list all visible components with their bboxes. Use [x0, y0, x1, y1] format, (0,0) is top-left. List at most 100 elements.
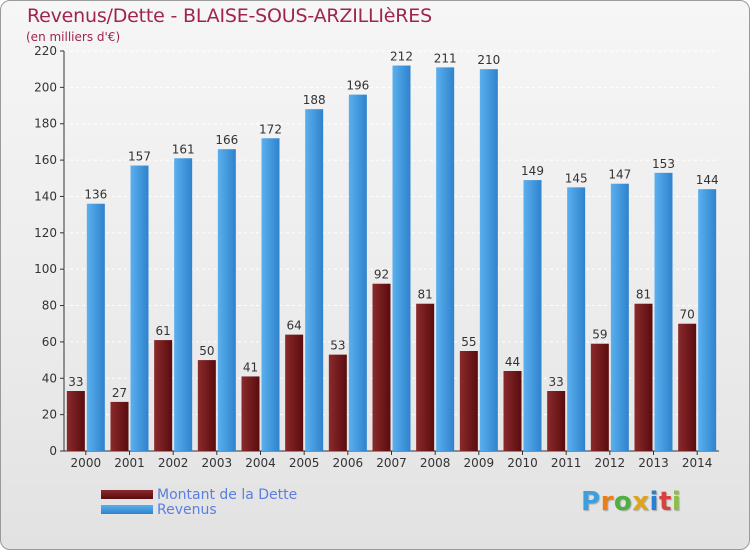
data-label-dette: 55: [461, 335, 476, 349]
bar-revenus: [654, 172, 673, 451]
x-tick-label: 2004: [245, 456, 276, 470]
y-tick-label: 40: [42, 371, 57, 385]
y-tick-label: 160: [34, 153, 57, 167]
data-label-revenus: 172: [259, 122, 282, 136]
chart-subtitle: (en milliers d'€): [26, 30, 121, 44]
bar-revenus: [261, 138, 280, 452]
bar-dette: [285, 334, 304, 451]
x-tick-label: 2005: [289, 456, 320, 470]
data-label-revenus: 153: [652, 157, 675, 171]
x-tick-label: 2000: [71, 456, 102, 470]
logo-letter: i: [671, 487, 682, 517]
bar-dette: [197, 360, 216, 451]
logo-letter: o: [613, 487, 633, 517]
bar-revenus: [523, 180, 542, 451]
bar-revenus: [567, 187, 586, 451]
data-label-revenus: 145: [565, 171, 588, 185]
data-label-revenus: 188: [303, 93, 326, 107]
logo-letter: x: [632, 487, 650, 517]
data-label-dette: 50: [199, 344, 214, 358]
y-tick-label: 140: [34, 189, 57, 203]
bar-dette: [547, 391, 566, 451]
data-label-revenus: 147: [608, 168, 631, 182]
data-label-dette: 59: [592, 328, 607, 342]
data-label-revenus: 136: [84, 188, 107, 202]
bar-dette: [154, 340, 173, 451]
y-tick-label: 100: [34, 262, 57, 276]
proxiti-logo: Proxiti: [581, 487, 681, 517]
logo-letter: i: [649, 487, 659, 517]
bar-revenus: [479, 69, 498, 451]
y-tick-label: 180: [34, 117, 57, 131]
data-label-revenus: 149: [521, 164, 544, 178]
bar-revenus: [348, 94, 367, 452]
data-label-dette: 92: [374, 268, 389, 282]
x-tick-label: 2010: [507, 456, 538, 470]
y-tick-label: 80: [42, 299, 57, 313]
data-label-dette: 44: [505, 355, 520, 369]
x-tick-label: 2006: [333, 456, 364, 470]
data-label-dette: 81: [636, 288, 651, 302]
data-label-revenus: 211: [434, 51, 457, 65]
bar-revenus: [305, 109, 324, 451]
data-label-dette: 70: [680, 308, 695, 322]
y-tick-label: 220: [34, 44, 57, 58]
x-tick-label: 2008: [420, 456, 451, 470]
legend-label-dette: Montant de la Dette: [157, 487, 298, 503]
bar-dette: [241, 376, 260, 451]
bar-revenus: [174, 158, 193, 452]
x-tick-label: 2007: [376, 456, 407, 470]
data-label-dette: 33: [549, 375, 564, 389]
data-label-dette: 53: [330, 339, 345, 353]
bar-revenus: [217, 149, 236, 451]
data-label-dette: 61: [156, 324, 171, 338]
bar-revenus: [436, 67, 455, 451]
data-label-revenus: 196: [346, 79, 369, 93]
legend-swatch-revenus: [101, 505, 153, 514]
x-tick-label: 2009: [464, 456, 495, 470]
bar-dette: [66, 391, 85, 451]
bar-revenus: [86, 203, 105, 451]
bar-dette: [503, 371, 522, 451]
x-tick-label: 2014: [682, 456, 713, 470]
data-label-dette: 33: [68, 375, 83, 389]
legend-swatch-dette: [101, 490, 153, 499]
x-tick-label: 2011: [551, 456, 582, 470]
bar-revenus: [392, 65, 411, 451]
bar-dette: [459, 351, 478, 451]
bar-dette: [634, 303, 653, 451]
bar-revenus: [698, 189, 717, 451]
bar-revenus: [130, 165, 149, 451]
data-label-revenus: 161: [172, 142, 195, 156]
data-label-revenus: 212: [390, 50, 413, 64]
y-tick-label: 0: [49, 444, 57, 458]
y-tick-label: 200: [34, 80, 57, 94]
data-label-dette: 41: [243, 360, 258, 374]
x-tick-label: 2001: [114, 456, 145, 470]
data-label-dette: 27: [112, 386, 127, 400]
bar-dette: [590, 343, 609, 451]
bar-revenus: [610, 183, 629, 451]
data-label-revenus: 144: [696, 173, 719, 187]
bar-dette: [110, 401, 129, 451]
legend-label-revenus: Revenus: [157, 502, 217, 518]
y-tick-label: 60: [42, 335, 57, 349]
data-label-dette: 81: [418, 288, 433, 302]
x-tick-label: 2012: [595, 456, 626, 470]
data-label-revenus: 210: [477, 53, 500, 67]
bar-dette: [678, 323, 697, 451]
y-tick-label: 20: [42, 408, 57, 422]
bar-dette: [416, 303, 435, 451]
bar-dette: [328, 354, 347, 451]
data-label-dette: 64: [287, 319, 302, 333]
bar-dette: [372, 283, 391, 451]
logo-letter: t: [658, 487, 672, 517]
x-tick-label: 2013: [638, 456, 669, 470]
chart-title: Revenus/Dette - BLAISE-SOUS-ARZILLIèRES: [27, 5, 432, 27]
data-label-revenus: 166: [215, 133, 238, 147]
logo-letter: P: [581, 487, 601, 517]
data-label-revenus: 157: [128, 150, 151, 164]
x-tick-label: 2003: [202, 456, 233, 470]
